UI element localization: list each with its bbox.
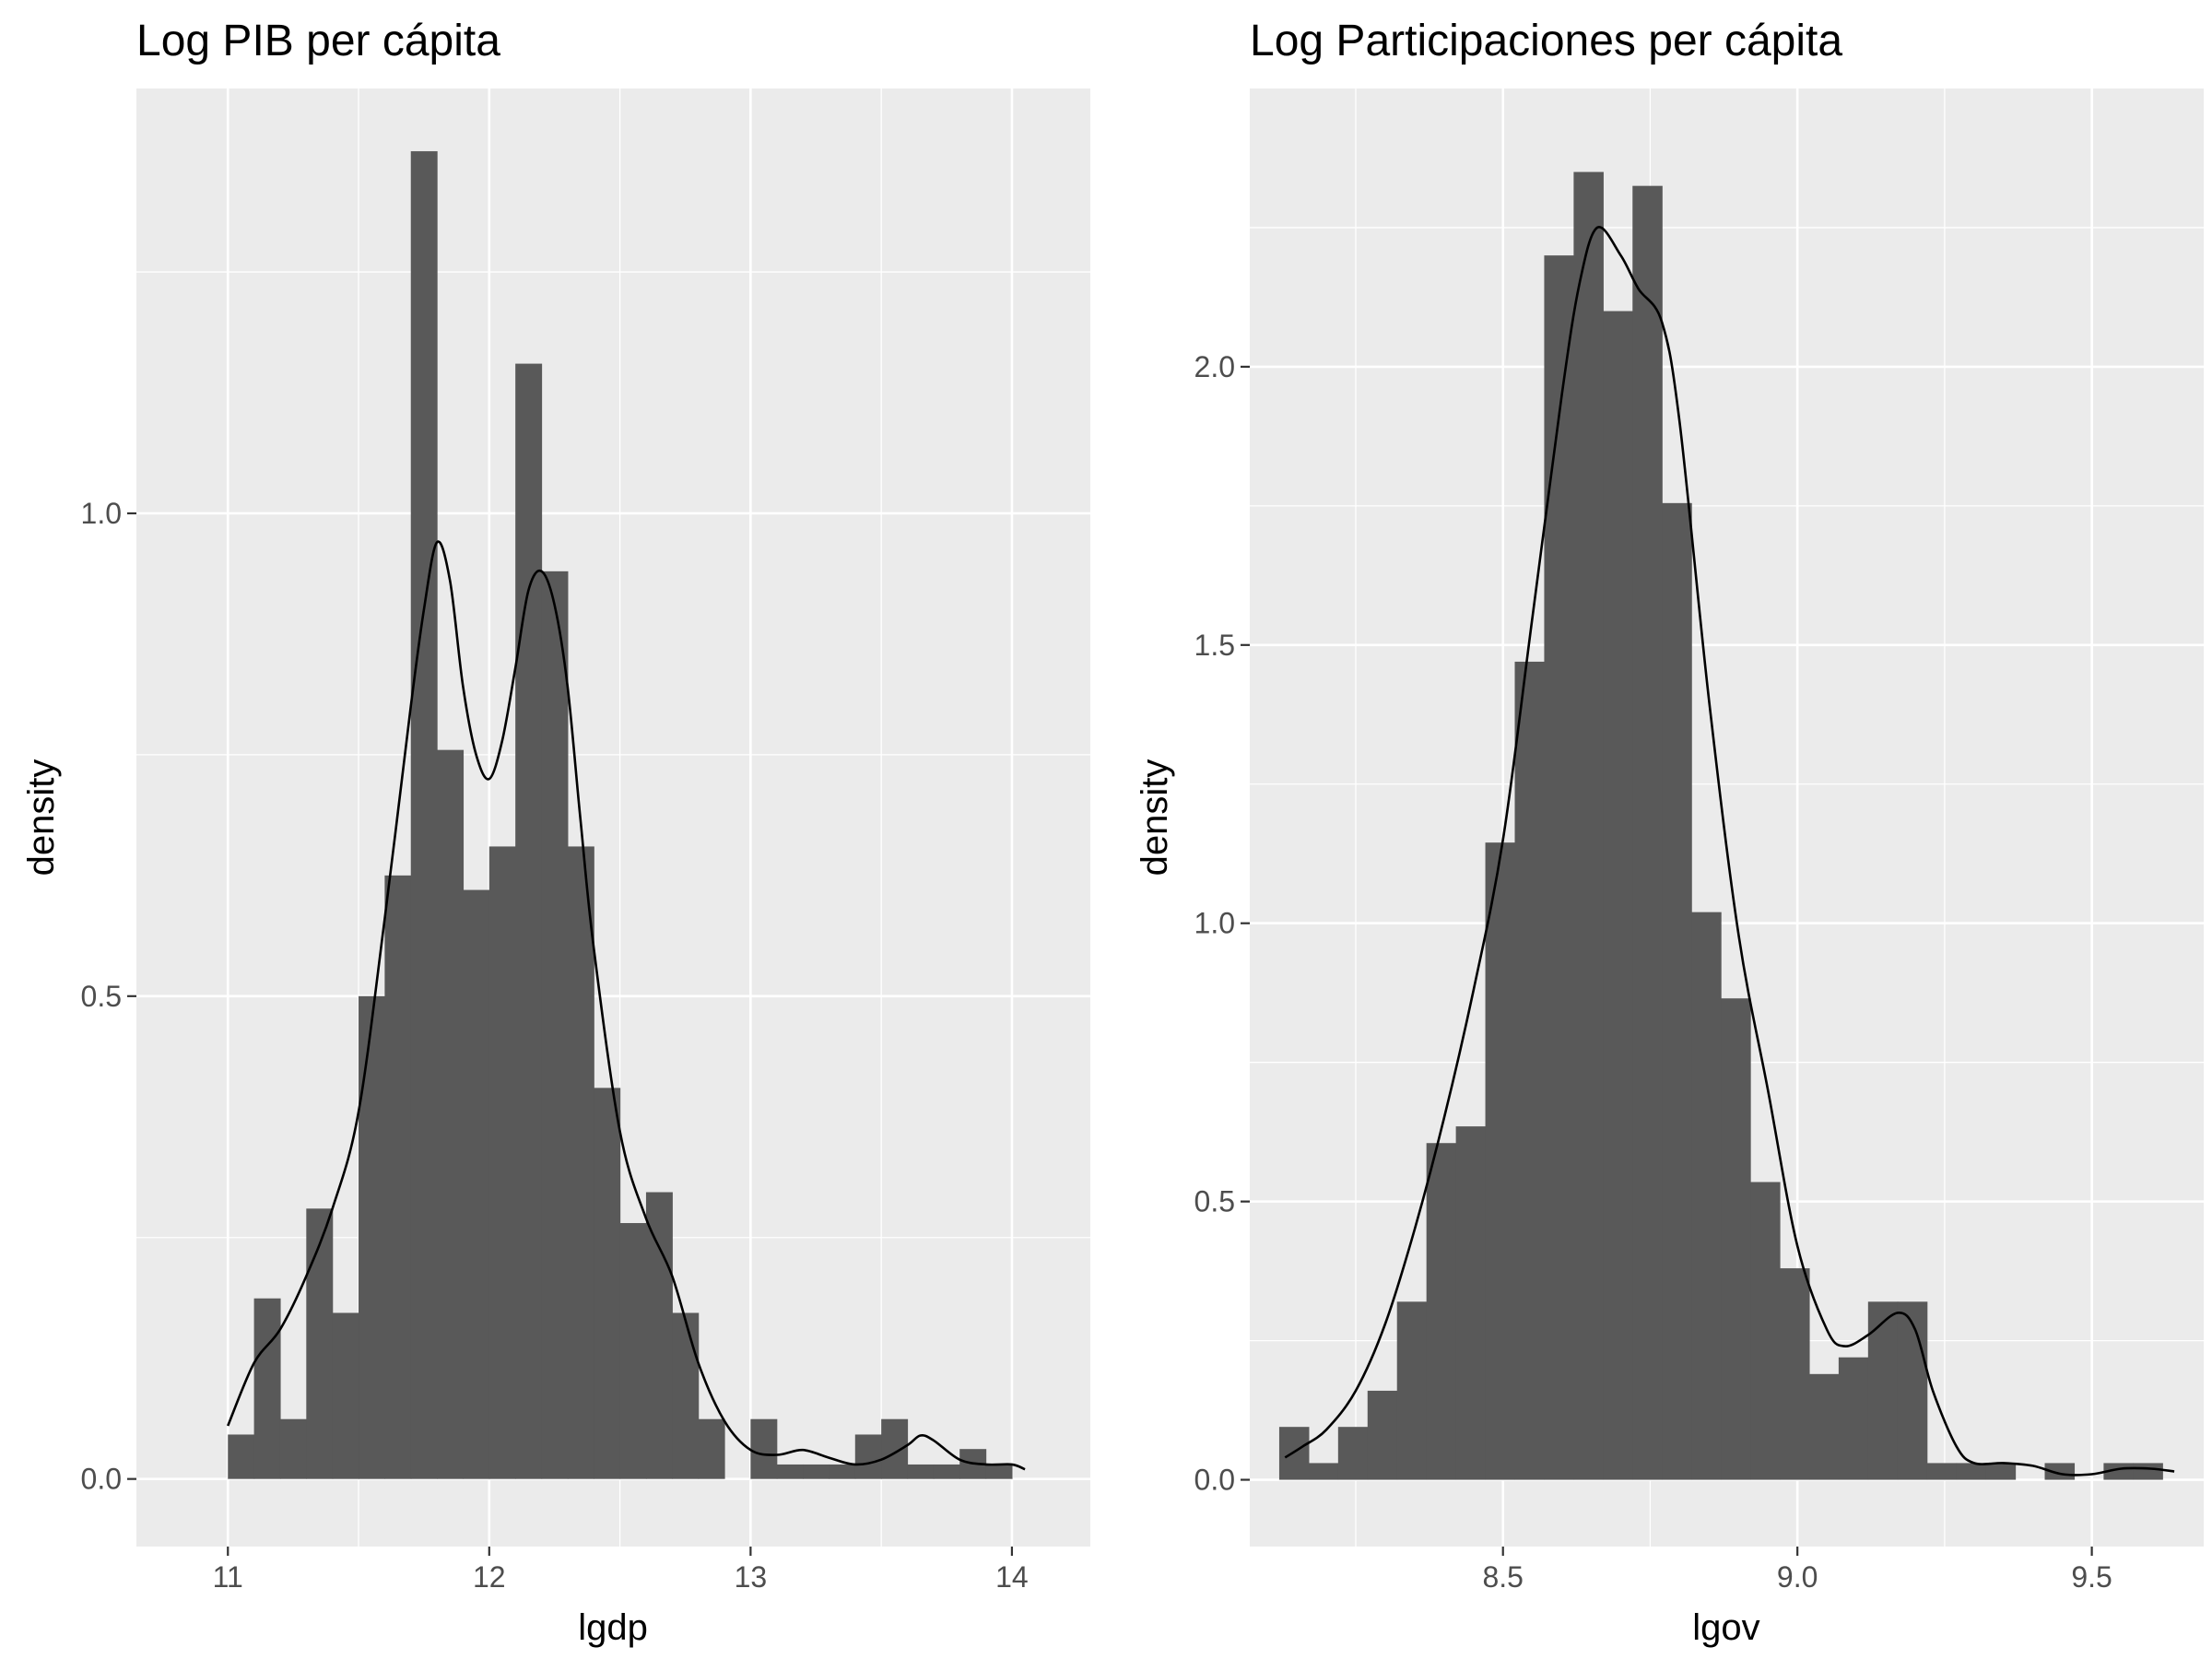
left-chart: Log PIB per cápita 0.0 0.5 1.0 11 12 13 14 lg… <box>21 17 1090 1648</box>
x-tick-label: 9.0 <box>1777 1560 1818 1594</box>
left-chart-title: Log PIB per cápita <box>136 17 500 65</box>
histogram-bar <box>1308 1463 1339 1480</box>
histogram-bar <box>1514 661 1546 1480</box>
histogram-bar <box>437 749 465 1479</box>
x-tick-label: 12 <box>473 1560 506 1594</box>
histogram-bar <box>672 1312 700 1479</box>
histogram-bar <box>854 1434 882 1479</box>
x-tick-label: 8.5 <box>1482 1560 1523 1594</box>
left-y-axis-title: density <box>21 759 62 877</box>
histogram-bar <box>253 1298 281 1479</box>
histogram-bar <box>1396 1301 1428 1480</box>
y-tick-label: 0.5 <box>1194 1185 1235 1218</box>
histogram-bar <box>2133 1463 2163 1480</box>
histogram-bar <box>907 1464 935 1479</box>
histogram-bar <box>1897 1301 1928 1480</box>
histogram-bar <box>567 846 594 1479</box>
histogram-bar <box>515 363 543 1479</box>
y-tick-label: 0.0 <box>1194 1464 1235 1497</box>
right-chart-title: Log Participaciones per cápita <box>1250 17 1842 65</box>
histogram-bar <box>776 1464 804 1479</box>
histogram-bar <box>463 889 490 1479</box>
histogram-bar <box>1838 1357 1869 1480</box>
y-tick-label: 0.5 <box>81 980 122 1013</box>
right-x-axis-title: lgov <box>1692 1607 1759 1648</box>
x-tick-label: 13 <box>735 1560 768 1594</box>
histogram-bar <box>933 1464 960 1479</box>
right-x-axis: 8.5 9.0 9.5 <box>1482 1547 2112 1594</box>
y-tick-label: 0.0 <box>81 1463 122 1496</box>
histogram-bar <box>594 1088 621 1479</box>
histogram-bar <box>359 995 385 1479</box>
right-chart: Log Participaciones per cápita 0.0 0.5 1.0… <box>1135 17 2204 1648</box>
histogram-bar <box>541 571 569 1479</box>
histogram-bar <box>803 1464 830 1479</box>
right-histogram-bars <box>1278 171 2163 1480</box>
histogram-bar <box>488 846 516 1479</box>
y-tick-label: 1.0 <box>1194 907 1235 940</box>
histogram-bar <box>619 1223 647 1479</box>
histogram-bar <box>1278 1427 1310 1480</box>
histogram-bar <box>1985 1463 2017 1480</box>
histogram-bar <box>645 1192 673 1479</box>
left-histogram-bars <box>228 151 1013 1479</box>
histogram-bar <box>881 1418 909 1479</box>
histogram-bar <box>306 1208 334 1479</box>
histogram-bar <box>279 1418 307 1479</box>
histogram-bar <box>1544 255 1574 1480</box>
histogram-bar <box>228 1434 255 1479</box>
histogram-bar <box>332 1312 359 1479</box>
left-y-axis: 0.0 0.5 1.0 <box>81 497 136 1496</box>
histogram-bar <box>1691 912 1722 1480</box>
histogram-bar <box>1603 311 1633 1480</box>
histogram-bar <box>1662 502 1692 1480</box>
y-tick-label: 1.5 <box>1194 629 1235 662</box>
x-tick-label: 11 <box>213 1560 243 1594</box>
histogram-bar <box>985 1464 1013 1479</box>
right-density-curve <box>1284 226 2175 1477</box>
histogram-bar <box>410 151 438 1479</box>
left-x-axis-title: lgdp <box>578 1607 648 1648</box>
histogram-bar <box>1721 998 1751 1480</box>
y-tick-label: 2.0 <box>1194 350 1235 383</box>
histogram-bar <box>698 1418 725 1479</box>
right-y-axis-title: density <box>1135 759 1175 877</box>
histogram-bar <box>1426 1143 1457 1480</box>
histogram-bar <box>1808 1373 1840 1480</box>
histogram-bar <box>384 875 412 1479</box>
histogram-bar <box>1485 842 1516 1480</box>
left-x-axis: 11 12 13 14 <box>213 1547 1029 1594</box>
x-tick-label: 14 <box>995 1560 1029 1594</box>
histogram-bar <box>1750 1182 1781 1480</box>
histogram-bar <box>1926 1463 1958 1480</box>
right-y-axis: 0.0 0.5 1.0 1.5 2.0 <box>1194 350 1250 1497</box>
histogram-bar <box>1867 1301 1899 1480</box>
y-tick-label: 1.0 <box>81 497 122 530</box>
histogram-bar <box>1632 185 1663 1480</box>
histogram-bar <box>1337 1427 1369 1480</box>
histogram-bar <box>1367 1390 1398 1480</box>
histogram-bar <box>1573 171 1604 1480</box>
histogram-bar <box>829 1464 856 1479</box>
x-tick-label: 9.5 <box>2071 1560 2112 1594</box>
histogram-bar <box>1455 1126 1487 1480</box>
histogram-bar <box>750 1418 778 1479</box>
left-density-curve <box>227 540 1026 1471</box>
histogram-bar <box>1956 1463 1987 1480</box>
histogram-bar <box>1780 1268 1810 1480</box>
